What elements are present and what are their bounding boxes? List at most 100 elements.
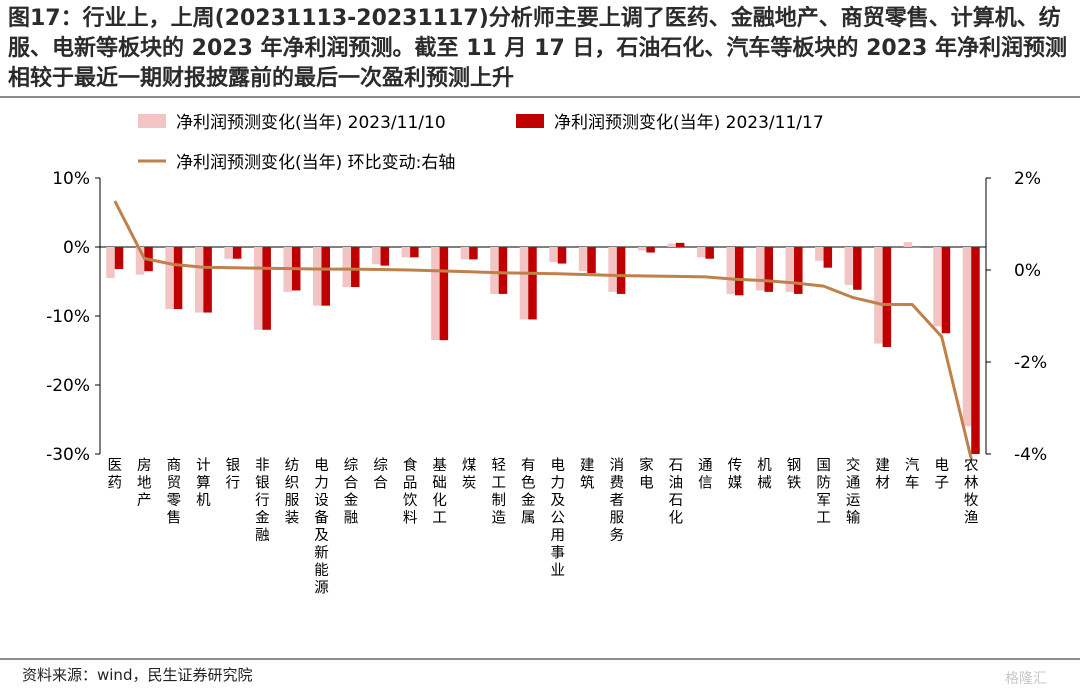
bar-this-week [351,247,360,288]
bar-prev-week [106,247,115,279]
y-left-tick-label: -30% [46,445,90,465]
bar-this-week [675,242,685,247]
y-right-tick-label: 0% [1014,261,1041,281]
y-right-tick-label: -2% [1014,353,1047,373]
bar-prev-week [726,247,735,294]
bar-this-week [410,247,419,258]
bar-prev-week [578,247,588,272]
bar-prev-week [165,247,174,310]
bar-this-week [853,247,862,290]
bar-prev-week [696,247,706,258]
bar-prev-week [608,247,617,292]
x-category-label: 食品饮料 [403,457,418,527]
bar-prev-week [401,247,411,258]
legend-item-prev-week-swatch [138,114,166,128]
chart-title: 图17：行业上，上周(20231113-20231117)分析师主要上调了医药、… [8,6,1067,91]
bar-this-week [469,247,478,260]
bar-prev-week [844,247,854,285]
bar-this-week [528,247,537,320]
x-category-label: 国防军工 [816,458,831,527]
x-category-label: 轻工制造 [491,457,506,527]
bar-this-week [823,247,833,268]
bar-this-week [882,247,892,348]
bar-this-week [616,247,626,294]
x-category-label: 汽车 [905,457,920,492]
bar-prev-week [637,247,647,251]
bar-this-week [498,247,508,294]
legend-item-prev-week-label: 净利润预测变化(当年) 2023/11/10 [176,113,446,133]
bar-prev-week [903,242,913,247]
bar-this-week [114,247,124,270]
bar-prev-week [490,247,499,294]
bar-prev-week [874,247,883,344]
x-category-label: 电力设备及新能源 [314,457,329,597]
chart: 10% 0% -10% -20% -30% 2% 0% -2% -4% 医药房地产商贸零售计算机银… [46,113,1047,597]
x-category-label: 计算机 [196,457,211,509]
y-left-tick-label: 10% [52,169,90,189]
bar-this-week [557,247,567,264]
bottom-divider [0,658,1080,660]
x-category-label: 有色金属 [521,457,536,527]
x-category-label: 非银行金融 [255,457,270,544]
bar-this-week [764,247,773,292]
x-category-label: 钢铁 [787,457,802,492]
legend-item-line-label: 净利润预测变化(当年) 环比变动:右轴 [176,153,455,173]
x-category-label: 机械 [757,457,772,492]
legend-item-this-week-swatch [516,114,544,128]
bar-prev-week [667,243,676,247]
y-left-tick-label: -20% [46,376,90,396]
bar-prev-week [933,247,942,327]
bar-this-week [971,247,980,454]
bar-prev-week [372,247,381,265]
bar-this-week [646,247,655,253]
y-right-tick-label: -4% [1014,445,1047,465]
x-category-label: 家电 [639,457,654,492]
bar-this-week [321,247,330,306]
source-note: 资料来源：wind，民生证券研究院 [22,666,253,684]
x-category-label: 交通运输 [846,456,861,527]
x-category-label: 商贸零售 [167,457,182,527]
x-category-label: 传媒 [728,457,743,492]
line-series [113,200,973,459]
bar-this-week [734,247,744,296]
bar-prev-week [431,247,440,341]
x-category-label: 综合金融 [344,457,359,527]
bar-prev-week [194,247,204,313]
bar-this-week [203,247,212,313]
bar-prev-week [313,247,322,306]
x-category-label: 建筑 [580,457,595,492]
bar-prev-week [342,247,352,288]
x-category-label: 房地产 [137,457,152,509]
bar-this-week [380,247,390,266]
bar-prev-week [253,247,263,330]
bar-this-week [794,247,803,294]
bar-prev-week [460,247,470,260]
x-category-label: 银行 [226,457,241,492]
bar-this-week [941,247,951,334]
bar-this-week [173,247,183,310]
bar-this-week [705,247,714,259]
y-left-tick-label: 0% [63,238,90,258]
x-category-label: 农林牧渔 [964,457,979,527]
x-category-label: 基础化工 [432,457,447,527]
bar-this-week [262,247,271,330]
x-category-label: 电子 [934,457,949,492]
bar-prev-week [785,247,795,292]
bar-prev-week [135,247,145,275]
top-divider [0,96,1080,98]
bar-prev-week [815,247,824,261]
bar-prev-week [962,247,972,427]
x-category-label: 综合 [373,457,388,492]
y-right-tick-label: 2% [1014,169,1041,189]
x-category-label: 医药 [108,458,123,492]
bar-this-week [587,247,596,274]
x-category-label: 煤炭 [462,457,477,492]
bar-this-week [912,247,921,248]
x-category-label: 消费者服务 [610,457,625,544]
watermark-logo: 格隆汇 [1005,671,1047,687]
bar-prev-week [549,247,558,263]
bar-this-week [232,247,242,259]
x-category-label: 石油石化 [669,458,684,527]
x-category-label: 电力及公用事业 [551,457,566,579]
y-left-tick-label: -10% [46,307,90,327]
